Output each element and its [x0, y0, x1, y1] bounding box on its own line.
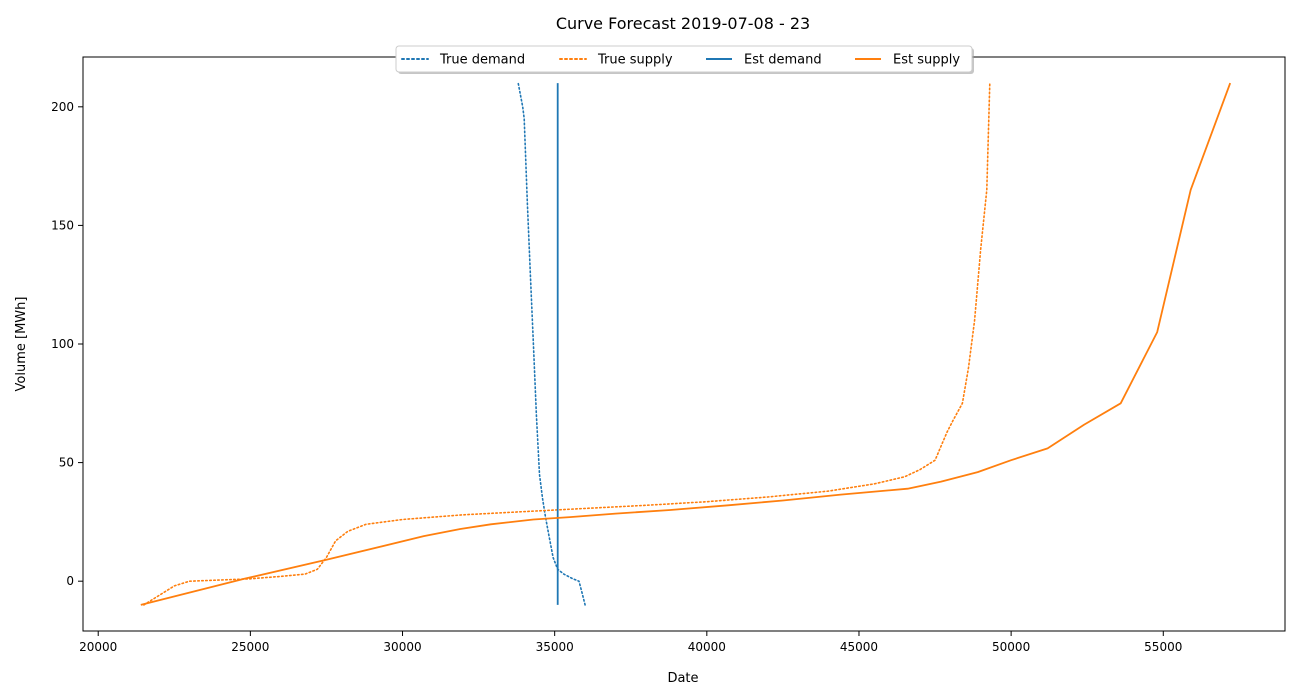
series-line-est-supply — [140, 82, 1232, 606]
series-line-true-demand — [517, 82, 586, 606]
x-tick-label: 40000 — [688, 640, 726, 654]
x-tick-label: 20000 — [79, 640, 117, 654]
series-layer — [140, 82, 1232, 606]
legend-label: True supply — [597, 53, 673, 68]
chart-title: Curve Forecast 2019-07-08 - 23 — [556, 14, 810, 33]
legend-box — [395, 45, 973, 73]
x-tick-label: 50000 — [992, 640, 1030, 654]
y-axis-label: Volume [MWh] — [14, 297, 29, 392]
x-axis: 20000 25000 30000 35000 40000 45000 50000 55000 — [79, 631, 1182, 654]
x-tick-label: 55000 — [1144, 640, 1182, 654]
y-tick-label: 200 — [51, 100, 74, 114]
y-tick-label: 100 — [51, 337, 74, 351]
legend-label: True demand — [439, 53, 525, 68]
y-tick-label: 150 — [51, 218, 74, 232]
y-axis: 0 50 100 150 200 — [51, 100, 83, 588]
x-tick-label: 45000 — [840, 640, 878, 654]
plot-area — [83, 57, 1285, 631]
x-tick-label: 25000 — [231, 640, 269, 654]
legend-label: Est demand — [744, 53, 822, 68]
y-tick-label: 50 — [59, 456, 74, 470]
x-axis-label: Date — [667, 671, 698, 686]
x-tick-label: 30000 — [383, 640, 421, 654]
x-tick-label: 35000 — [536, 640, 574, 654]
legend-label: Est supply — [893, 53, 960, 68]
y-tick-label: 0 — [66, 574, 74, 588]
legend: True demand True supply Est demand Est supp… — [395, 45, 974, 74]
